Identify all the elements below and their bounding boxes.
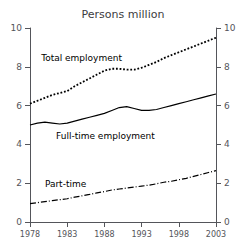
svg-text:10: 10 bbox=[224, 23, 236, 33]
svg-text:10: 10 bbox=[11, 23, 23, 33]
svg-text:1983: 1983 bbox=[57, 230, 77, 239]
svg-text:2: 2 bbox=[16, 178, 22, 188]
svg-text:Persons million: Persons million bbox=[82, 8, 165, 21]
svg-text:Full-time employment: Full-time employment bbox=[56, 131, 155, 141]
svg-text:0: 0 bbox=[224, 217, 230, 227]
svg-text:1978: 1978 bbox=[20, 230, 40, 239]
svg-text:1998: 1998 bbox=[169, 230, 189, 239]
svg-text:4: 4 bbox=[224, 139, 230, 149]
svg-text:6: 6 bbox=[16, 101, 22, 111]
svg-text:2: 2 bbox=[224, 178, 230, 188]
svg-text:8: 8 bbox=[16, 62, 22, 72]
svg-text:0: 0 bbox=[16, 217, 22, 227]
svg-text:1993: 1993 bbox=[131, 230, 151, 239]
svg-text:2003: 2003 bbox=[206, 230, 226, 239]
svg-text:1988: 1988 bbox=[94, 230, 114, 239]
svg-text:Part-time: Part-time bbox=[45, 179, 87, 189]
svg-text:8: 8 bbox=[224, 62, 230, 72]
svg-text:Total employment: Total employment bbox=[40, 53, 122, 63]
svg-text:6: 6 bbox=[224, 101, 230, 111]
svg-text:4: 4 bbox=[16, 139, 22, 149]
